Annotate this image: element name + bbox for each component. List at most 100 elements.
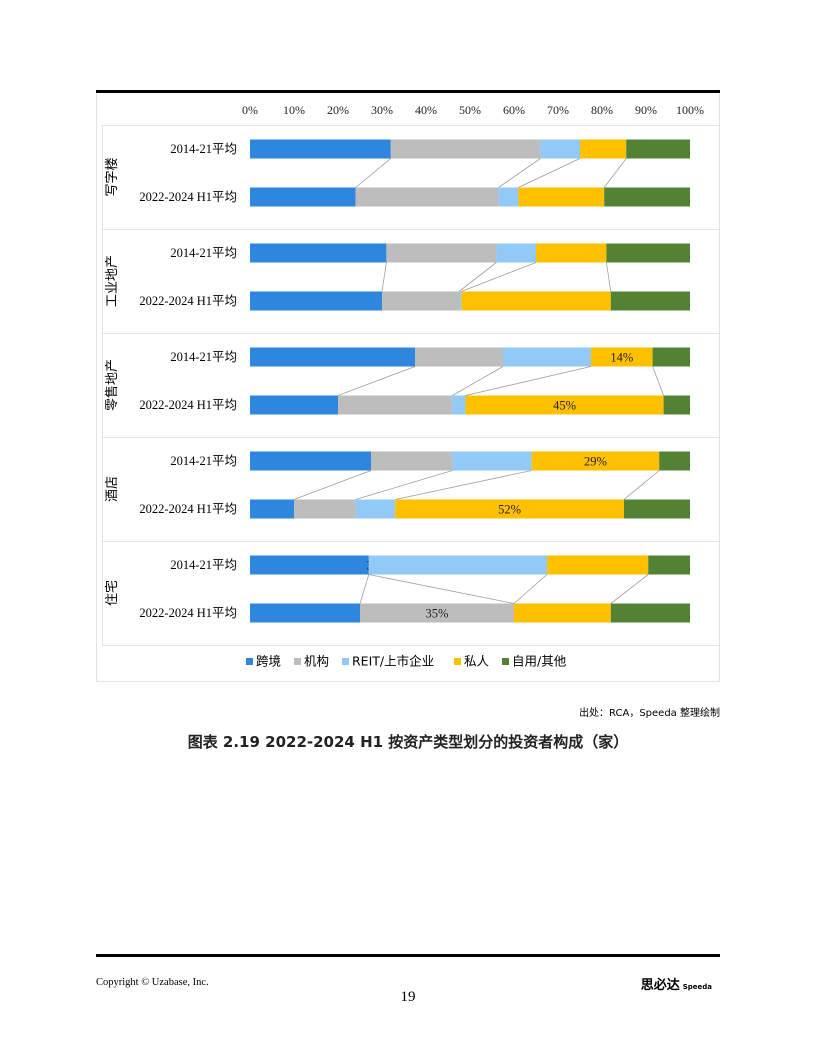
bar-segment-5 — [606, 243, 690, 263]
bar-segment-5 — [624, 499, 690, 519]
x-tick-label: 40% — [415, 103, 437, 117]
bar-segment-1 — [250, 451, 371, 471]
brand-sub: Speeda — [682, 983, 712, 991]
bar-segment-3 — [540, 139, 580, 159]
group-label: 零售地产 — [104, 359, 120, 411]
legend-label-5: 自用/其他 — [512, 654, 567, 669]
bar-segment-3 — [368, 555, 547, 575]
bar-segment-4 — [580, 139, 627, 159]
bar-category-label: 2022-2024 H1平均 — [139, 606, 237, 620]
connector-line — [610, 574, 649, 604]
bar-segment-3 — [459, 291, 462, 311]
bar-segment-4 — [395, 499, 624, 519]
bar-segment-1 — [250, 139, 391, 159]
bar-segment-2 — [338, 395, 453, 415]
group-label: 酒店 — [105, 476, 120, 502]
connector-line — [293, 470, 372, 500]
bar-segment-4 — [547, 555, 649, 575]
bar-category-label: 2014-21平均 — [170, 246, 237, 260]
legend-swatch-5 — [502, 658, 509, 665]
bar-segment-3 — [452, 395, 466, 415]
figure-caption: 图表 2.19 2022-2024 H1 按资产类型划分的投资者构成（家） — [187, 733, 629, 751]
bar-segment-1 — [250, 603, 360, 623]
connector-line — [465, 366, 592, 396]
bar-segment-5 — [663, 395, 690, 415]
data-label: 29% — [584, 455, 607, 469]
bar-segment-3 — [498, 187, 519, 207]
chart-frame — [96, 93, 720, 682]
bar-category-label: 2014-21平均 — [170, 558, 237, 572]
connector-line — [513, 574, 548, 604]
bar-segment-2 — [390, 139, 541, 159]
connector-line — [623, 470, 660, 500]
copyright-text: Copyright © Uzabase, Inc. — [96, 977, 209, 988]
bar-category-label: 2022-2024 H1平均 — [139, 502, 237, 516]
bar-segment-1 — [250, 187, 356, 207]
bar-segment-5 — [610, 603, 690, 623]
source-note: 出处：RCA，Speeda 整理绘制 — [579, 708, 720, 719]
connector-line — [603, 158, 627, 188]
connector-line — [395, 470, 532, 500]
bar-segment-4 — [531, 451, 660, 471]
bar-segment-2 — [371, 451, 453, 471]
x-tick-label: 20% — [327, 103, 349, 117]
data-label: 14% — [610, 351, 633, 365]
legend-label-1: 跨境 — [256, 654, 281, 669]
legend-swatch-1 — [246, 658, 253, 665]
connector-line — [368, 574, 515, 604]
top-rule — [96, 90, 720, 93]
bar-segment-3 — [496, 243, 536, 263]
connector-line — [518, 158, 581, 188]
bar-segment-4 — [536, 243, 607, 263]
bar-segment-4 — [461, 291, 611, 311]
data-label: 35% — [426, 607, 449, 621]
legend-swatch-4 — [454, 658, 461, 665]
bar-segment-4 — [591, 347, 653, 367]
page-number: 19 — [400, 989, 416, 1005]
brand-name: 思必达 — [640, 978, 680, 993]
legend-label-3: REIT/上市企业 — [352, 654, 434, 669]
bar-category-label: 2022-2024 H1平均 — [139, 294, 237, 308]
group-box — [102, 541, 720, 646]
x-tick-label: 50% — [459, 103, 481, 117]
group-label: 住宅 — [105, 580, 120, 606]
connector-line — [606, 262, 612, 292]
bar-segment-1 — [250, 395, 338, 415]
x-tick-label: 60% — [503, 103, 525, 117]
connector-line — [452, 366, 504, 396]
bar-segment-1 — [250, 291, 382, 311]
legend-swatch-3 — [342, 658, 349, 665]
legend-swatch-2 — [294, 658, 301, 665]
bar-category-label: 2022-2024 H1平均 — [139, 190, 237, 204]
bar-segment-5 — [659, 451, 690, 471]
group-label: 写字楼 — [105, 157, 120, 196]
connector-line — [381, 262, 387, 292]
bar-segment-1 — [250, 555, 369, 575]
bar-segment-2 — [360, 603, 514, 623]
bar-segment-3 — [503, 347, 591, 367]
bar-segment-4 — [518, 187, 605, 207]
x-tick-label: 10% — [283, 103, 305, 117]
connector-line — [461, 262, 537, 292]
bar-segment-5 — [626, 139, 690, 159]
bar-segment-5 — [604, 187, 690, 207]
bar-segment-5 — [610, 291, 690, 311]
x-tick-label: 90% — [635, 103, 657, 117]
group-label: 工业地产 — [105, 255, 120, 307]
connector-line — [337, 366, 416, 396]
bar-segment-2 — [294, 499, 356, 519]
bar-category-label: 2014-21平均 — [170, 350, 237, 364]
bar-segment-2 — [386, 243, 497, 263]
x-tick-label: 30% — [371, 103, 393, 117]
x-tick-label: 0% — [242, 103, 258, 117]
connector-line — [498, 158, 541, 188]
bar-segment-5 — [648, 555, 690, 575]
data-label: 45% — [553, 399, 576, 413]
bar-category-label: 2014-21平均 — [170, 454, 237, 468]
connector-line — [355, 470, 453, 500]
stacked-bar-chart: 0% 10% 20% 30% 40% 50% 60% 70% 80% 90% 100% 写字楼 2014… — [102, 103, 720, 669]
x-tick-label: 100% — [676, 103, 704, 117]
bar-segment-2 — [355, 187, 499, 207]
bar-category-label: 2022-2024 H1平均 — [139, 398, 237, 412]
connector-line — [458, 262, 497, 292]
